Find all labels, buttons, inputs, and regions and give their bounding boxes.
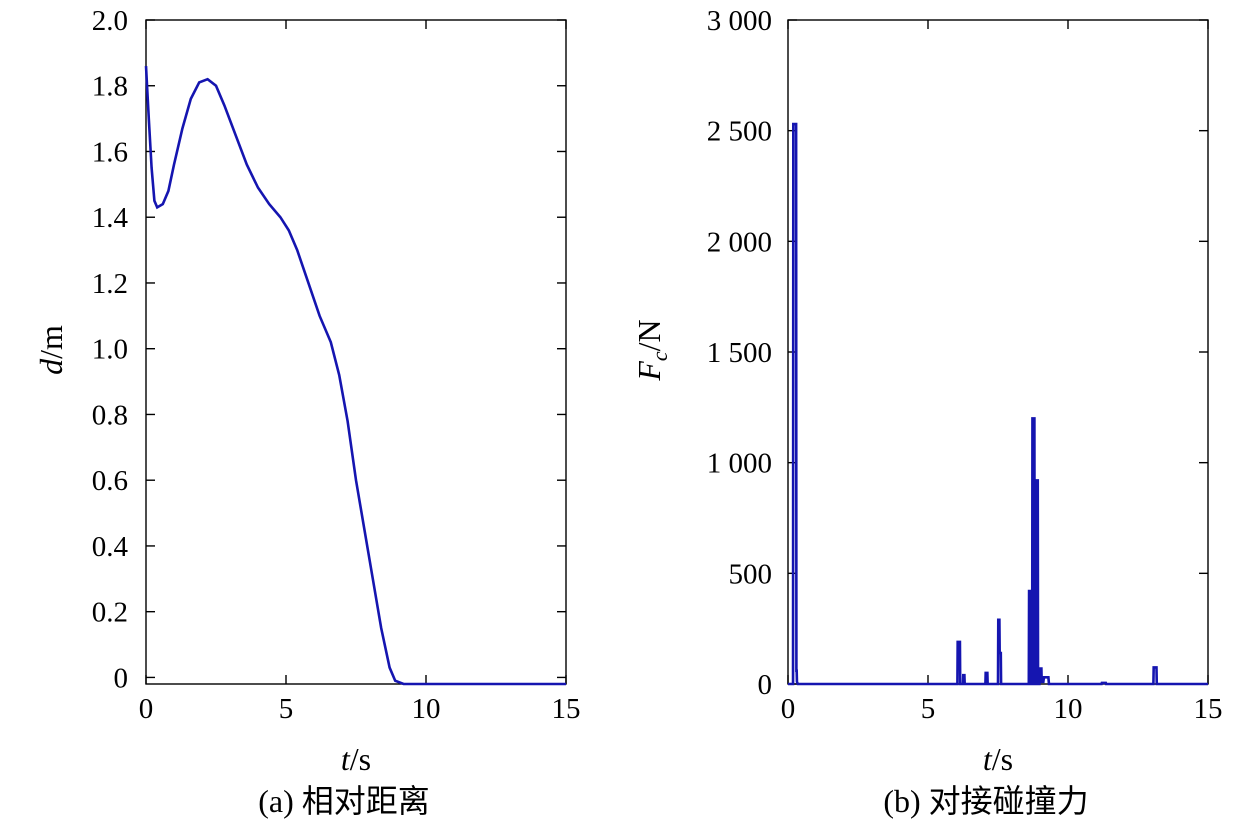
x-axis-label-a: t/s bbox=[341, 741, 371, 777]
series-line-distance bbox=[144, 65, 566, 686]
caption-b: (b) 对接碰撞力 bbox=[883, 783, 1088, 819]
ticks-b: 0 500 1 000 1 500 2 000 2 500 3 000 0 5 10 15 bbox=[707, 5, 1223, 725]
y-tick-label: 0 bbox=[114, 662, 129, 694]
series-line-collision-force bbox=[788, 122, 1208, 686]
y-tick-label: 1 000 bbox=[707, 448, 772, 480]
plot-frame-a bbox=[145, 19, 567, 685]
y-tick-label: 0.4 bbox=[92, 531, 129, 563]
x-tick-label: 15 bbox=[552, 693, 581, 725]
y-tick-label: 1.4 bbox=[92, 202, 129, 234]
x-axis-unit-a: /s bbox=[350, 741, 371, 777]
y-axis-label-b: Fc/N bbox=[631, 319, 672, 381]
panel-b: 0 500 1 000 1 500 2 000 2 500 3 000 0 5 10 15 Fc/N… bbox=[631, 5, 1223, 819]
y-tick-label: 1.6 bbox=[92, 136, 128, 168]
x-tick-label: 10 bbox=[412, 693, 441, 725]
x-tick-label: 5 bbox=[921, 693, 936, 725]
y-tick-label: 0.8 bbox=[92, 399, 128, 431]
x-axis-unit-b: /s bbox=[992, 741, 1013, 777]
y-tick-label: 2 000 bbox=[707, 226, 772, 258]
y-tick-label: 1.8 bbox=[92, 71, 128, 103]
y-axis-unit-a: /m bbox=[33, 325, 69, 359]
y-axis-var-a: d bbox=[33, 358, 69, 375]
y-tick-label: 2.0 bbox=[92, 5, 128, 37]
y-tick-label: 0.2 bbox=[92, 597, 128, 629]
plot-frame-b bbox=[787, 19, 1209, 685]
x-axis-label-b: t/s bbox=[983, 741, 1013, 777]
x-axis-var-a: t bbox=[341, 741, 351, 777]
y-axis-label-a: d/m bbox=[33, 325, 69, 375]
y-tick-label: 3 000 bbox=[707, 5, 772, 37]
y-tick-label: 0.6 bbox=[92, 465, 128, 497]
y-tick-label: 1.0 bbox=[92, 334, 128, 366]
ticks-a: 0 0.2 0.4 0.6 0.8 1.0 1.2 1.4 1.6 1.8 2.0 0 5 10 15 bbox=[92, 5, 581, 725]
x-tick-label: 5 bbox=[279, 693, 294, 725]
panel-a: 00.20.40.60.81.01.21.41.61.82.00 5 10 15 d/… bbox=[33, 5, 581, 819]
y-axis-unit-b: /N bbox=[631, 319, 667, 351]
x-tick-label: 0 bbox=[139, 693, 154, 725]
y-tick-label: 1.2 bbox=[92, 268, 128, 300]
y-axis-var-b: F bbox=[631, 361, 667, 382]
caption-a: (a) 相对距离 bbox=[258, 783, 430, 819]
x-axis-var-b: t bbox=[983, 741, 993, 777]
y-tick-label: 1 500 bbox=[707, 337, 772, 369]
x-tick-label: 15 bbox=[1194, 693, 1223, 725]
x-tick-label: 0 bbox=[781, 693, 796, 725]
y-axis-sub-b: c bbox=[647, 351, 672, 361]
y-tick-label: 500 bbox=[729, 558, 773, 590]
y-tick-label: 0 bbox=[758, 669, 773, 701]
x-tick-label: 10 bbox=[1054, 693, 1083, 725]
y-tick-label: 2 500 bbox=[707, 116, 772, 148]
